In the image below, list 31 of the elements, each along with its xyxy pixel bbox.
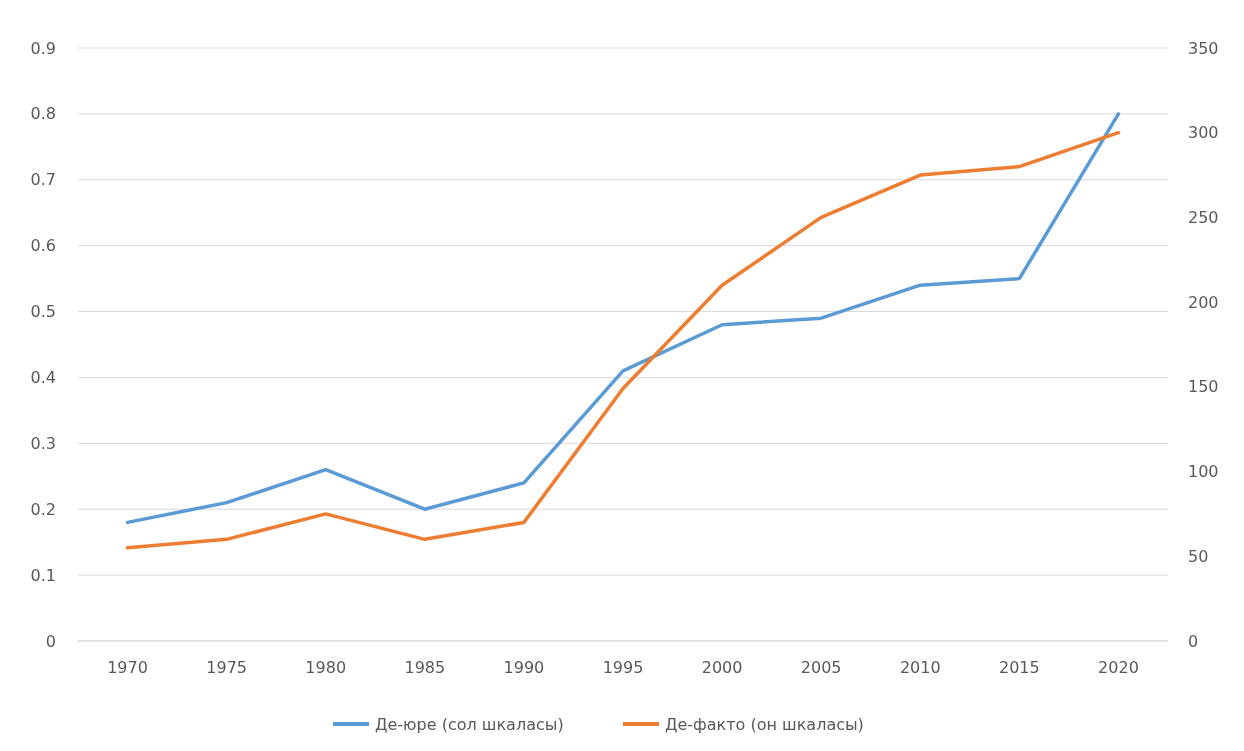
legend-label: Де-юре (сол шкаласы) xyxy=(375,714,564,734)
y2-tick-label: 350 xyxy=(1188,38,1219,58)
x-tick-label: 2005 xyxy=(800,658,842,677)
y-tick-label: 0 xyxy=(45,631,56,651)
y2-tick-label: 200 xyxy=(1188,292,1219,312)
x-tick-label: 2000 xyxy=(701,658,743,677)
y-tick-label: 0.1 xyxy=(30,565,56,585)
y2-tick-label: 50 xyxy=(1188,546,1209,566)
y-tick-label: 0.6 xyxy=(30,236,56,256)
y-tick-label: 0.4 xyxy=(30,368,56,388)
y-tick-label: 0.7 xyxy=(30,170,56,190)
x-tick-label: 1995 xyxy=(602,658,644,677)
y-tick-label: 0.2 xyxy=(30,499,56,519)
y2-tick-label: 150 xyxy=(1188,377,1219,397)
x-tick-label: 2015 xyxy=(999,658,1040,677)
y-tick-label: 0.3 xyxy=(30,433,56,453)
x-tick-label: 1985 xyxy=(404,658,446,677)
y-tick-label: 0.9 xyxy=(30,38,56,58)
y-tick-label: 0.5 xyxy=(30,302,56,322)
x-tick-label: 1980 xyxy=(305,658,347,677)
x-tick-label: 1975 xyxy=(206,658,247,677)
y2-tick-label: 250 xyxy=(1188,208,1219,228)
y-tick-label: 0.8 xyxy=(30,104,56,124)
x-tick-label: 2010 xyxy=(899,658,941,677)
x-tick-label: 1970 xyxy=(107,658,148,677)
y2-tick-label: 100 xyxy=(1188,462,1219,482)
x-tick-label: 2020 xyxy=(1098,658,1139,677)
y2-tick-label: 0 xyxy=(1188,631,1199,651)
x-tick-label: 1990 xyxy=(503,658,545,677)
y2-tick-label: 300 xyxy=(1188,123,1219,143)
legend-label: Де-факто (он шкаласы) xyxy=(665,714,864,734)
